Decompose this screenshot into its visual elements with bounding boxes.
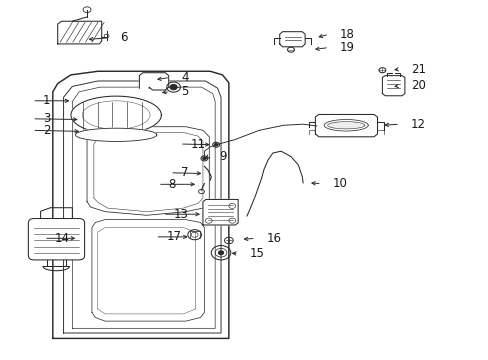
Polygon shape: [71, 96, 161, 134]
Circle shape: [203, 157, 205, 159]
Text: 10: 10: [332, 177, 346, 190]
Polygon shape: [58, 21, 102, 44]
Text: 4: 4: [181, 71, 188, 84]
Text: 12: 12: [410, 118, 425, 131]
Text: 6: 6: [120, 31, 127, 44]
Polygon shape: [382, 76, 404, 96]
Text: 2: 2: [43, 124, 50, 137]
FancyBboxPatch shape: [28, 219, 84, 260]
Text: 15: 15: [249, 247, 264, 260]
Text: 11: 11: [190, 138, 205, 150]
Polygon shape: [315, 114, 377, 137]
Circle shape: [218, 251, 223, 255]
Text: 17: 17: [166, 230, 181, 243]
Polygon shape: [203, 199, 238, 225]
Text: 13: 13: [173, 208, 188, 221]
Text: 1: 1: [43, 94, 50, 107]
Text: 20: 20: [410, 79, 425, 92]
Text: 16: 16: [266, 232, 281, 245]
Polygon shape: [139, 73, 168, 90]
Polygon shape: [75, 128, 157, 141]
Circle shape: [170, 85, 177, 90]
Circle shape: [214, 144, 217, 146]
Text: 9: 9: [219, 150, 226, 163]
Text: 8: 8: [168, 178, 176, 191]
Text: 14: 14: [55, 232, 70, 245]
Text: 18: 18: [339, 28, 354, 41]
Text: 5: 5: [181, 85, 188, 98]
Text: 21: 21: [410, 63, 425, 76]
Text: 19: 19: [339, 41, 354, 54]
Text: 3: 3: [43, 112, 50, 125]
Polygon shape: [279, 32, 305, 47]
Polygon shape: [327, 122, 364, 129]
Text: 7: 7: [181, 166, 188, 179]
